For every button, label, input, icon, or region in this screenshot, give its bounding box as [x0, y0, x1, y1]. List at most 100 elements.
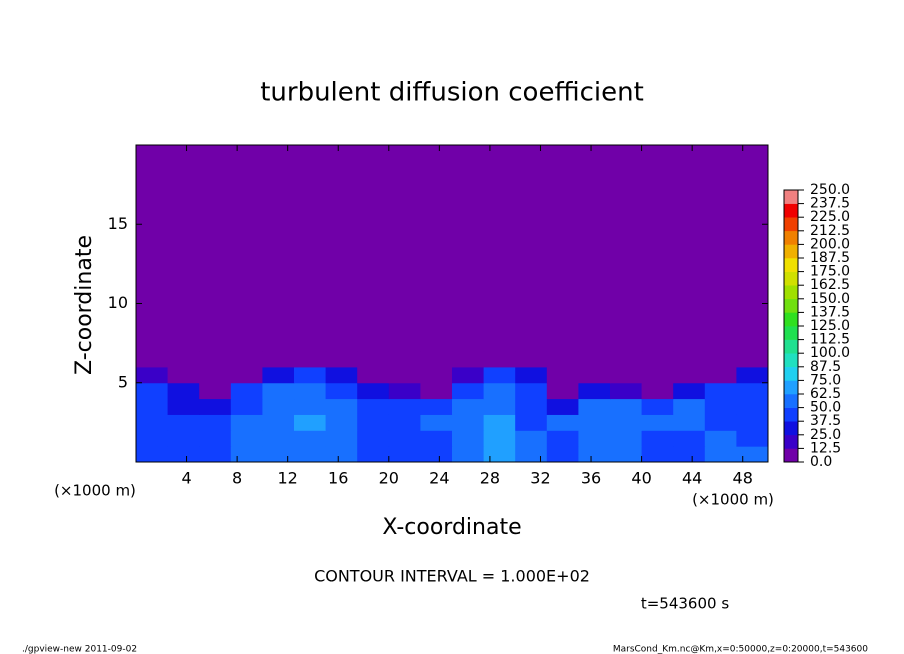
cell: [610, 382, 643, 400]
cell: [483, 430, 516, 447]
cell: [673, 366, 706, 384]
cell: [610, 398, 643, 415]
cell: [610, 414, 643, 431]
cell: [704, 430, 737, 447]
cell: [230, 430, 263, 447]
cell: [357, 366, 390, 384]
cell: [578, 382, 611, 400]
colorbar-label: 87.5: [810, 359, 841, 375]
cell: [641, 382, 674, 400]
cell: [167, 366, 200, 384]
cell: [136, 398, 169, 415]
cell: [515, 366, 548, 384]
cell: [546, 351, 579, 368]
x-tick-label: 4: [181, 469, 191, 488]
colorbar-swatch: [784, 434, 798, 449]
cell: [230, 351, 263, 368]
colorbar-label: 100.0: [810, 345, 850, 361]
cell: [704, 414, 737, 431]
cell: [262, 446, 295, 463]
cell: [357, 414, 390, 431]
cell: [230, 414, 263, 431]
cell: [673, 382, 706, 400]
cell: [483, 446, 516, 463]
cell: [578, 351, 611, 368]
cell: [167, 414, 200, 431]
cell: [546, 414, 579, 431]
cell: [388, 446, 421, 463]
cell: [736, 366, 769, 384]
colorbar-label: 62.5: [810, 386, 841, 402]
x-tick-label: 28: [480, 469, 500, 488]
cell: [262, 382, 295, 400]
colorbar-label: 237.5: [810, 196, 850, 212]
colorbar-swatch: [784, 326, 798, 340]
cell: [578, 398, 611, 415]
cell: [515, 430, 548, 447]
colorbar-label: 212.5: [810, 223, 850, 239]
colorbar-label: 175.0: [810, 264, 850, 280]
cell: [420, 430, 453, 447]
x-tick-label: 16: [328, 469, 348, 488]
cell: [483, 351, 516, 368]
cell: [199, 351, 232, 368]
cell: [230, 366, 263, 384]
cell: [641, 414, 674, 431]
cell: [515, 398, 548, 415]
cell: [736, 446, 769, 463]
cell: [736, 414, 769, 431]
cell: [578, 446, 611, 463]
cell: [262, 398, 295, 415]
cell: [420, 351, 453, 368]
cell: [483, 145, 516, 352]
cell: [325, 351, 358, 368]
cell: [294, 446, 327, 463]
colorbar-swatch: [784, 285, 798, 300]
chart-title: turbulent diffusion coefficient: [260, 78, 644, 108]
colorbar-label: 137.5: [810, 304, 850, 320]
cell: [736, 398, 769, 415]
cell: [294, 398, 327, 415]
cell: [483, 414, 516, 431]
cell: [199, 145, 232, 352]
x-tick-label: 12: [278, 469, 298, 488]
cell: [294, 366, 327, 384]
cell: [167, 430, 200, 447]
cell: [704, 398, 737, 415]
cell: [199, 398, 232, 415]
cell: [230, 398, 263, 415]
cell: [230, 145, 263, 352]
x-tick-label: 32: [530, 469, 550, 488]
cell: [199, 366, 232, 384]
colorbar-swatch: [784, 258, 798, 272]
cell: [388, 414, 421, 431]
colorbar-swatch: [784, 421, 798, 436]
cell: [136, 382, 169, 400]
cell: [578, 366, 611, 384]
cell: [546, 446, 579, 463]
cell: [357, 446, 390, 463]
cell: [452, 414, 485, 431]
x-unit: (×1000 m): [692, 491, 774, 509]
cell: [388, 366, 421, 384]
cell: [136, 430, 169, 447]
x-axis-label: X-coordinate: [382, 515, 521, 540]
colorbar-label: 25.0: [810, 427, 841, 443]
cell: [546, 430, 579, 447]
cell: [452, 145, 485, 352]
x-tick-label: 20: [379, 469, 399, 488]
cell: [420, 145, 453, 352]
cell: [136, 414, 169, 431]
cell: [546, 145, 579, 352]
cell: [673, 145, 706, 352]
cell: [704, 382, 737, 400]
colorbar-label: 250.0: [810, 182, 850, 198]
cell: [515, 351, 548, 368]
cell: [578, 145, 611, 352]
cell: [546, 398, 579, 415]
cell: [736, 430, 769, 447]
colorbar-label: 200.0: [810, 236, 850, 252]
cell: [262, 366, 295, 384]
time-label: t=543600 s: [641, 595, 729, 613]
colorbar-label: 12.5: [810, 440, 841, 456]
